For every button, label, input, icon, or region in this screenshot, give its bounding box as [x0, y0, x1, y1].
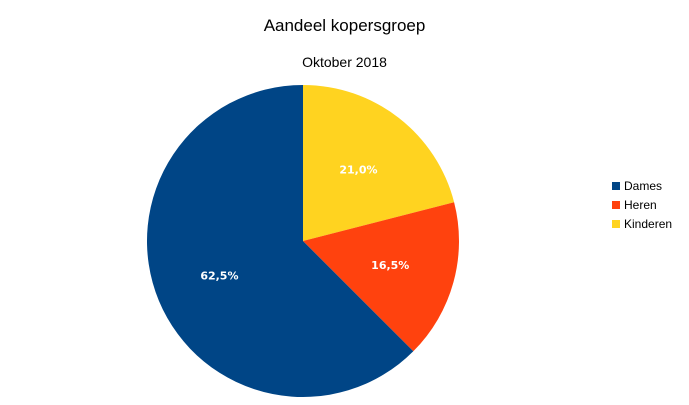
- legend-item-heren: Heren: [612, 195, 672, 214]
- slice-label-kinderen: 21,0%: [339, 164, 377, 177]
- legend-swatch-dames: [612, 181, 620, 190]
- legend-swatch-heren: [612, 200, 620, 209]
- chart-title: Aandeel kopersgroep: [263, 16, 426, 35]
- slice-label-dames: 62,5%: [200, 270, 238, 283]
- pie-slice-heren: [303, 202, 459, 352]
- legend-label-dames: Dames: [624, 178, 663, 193]
- chart-subtitle: Oktober 2018: [302, 54, 387, 70]
- legend-item-kinderen: Kinderen: [612, 214, 672, 233]
- pie-slice-kinderen: [303, 85, 455, 241]
- legend-item-dames: Dames: [612, 176, 672, 195]
- legend-label-heren: Heren: [624, 197, 657, 212]
- legend-label-kinderen: Kinderen: [624, 216, 673, 231]
- slice-label-heren: 16,5%: [371, 259, 409, 272]
- pie-slice-dames: [147, 85, 414, 397]
- legend-swatch-kinderen: [612, 219, 620, 228]
- legend: Dames Heren Kinderen: [612, 176, 672, 233]
